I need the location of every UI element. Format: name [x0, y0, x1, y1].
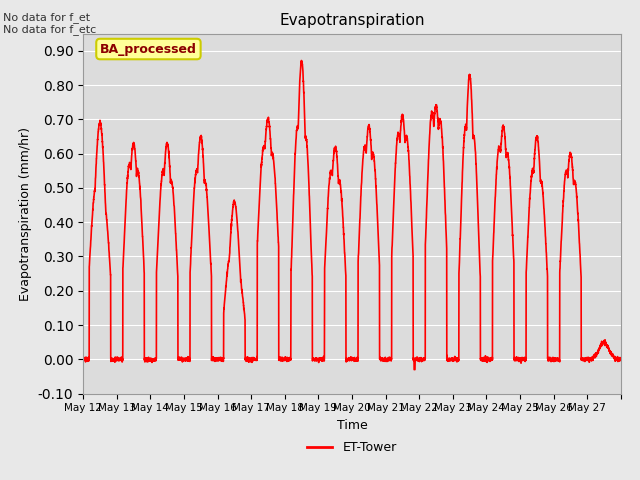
Text: No data for f_et
No data for f_etc: No data for f_et No data for f_etc	[3, 12, 97, 36]
Title: Evapotranspiration: Evapotranspiration	[279, 13, 425, 28]
X-axis label: Time: Time	[337, 419, 367, 432]
Legend: ET-Tower: ET-Tower	[302, 436, 402, 459]
Text: BA_processed: BA_processed	[100, 43, 197, 56]
Y-axis label: Evapotranspiration (mm/hr): Evapotranspiration (mm/hr)	[19, 127, 32, 300]
